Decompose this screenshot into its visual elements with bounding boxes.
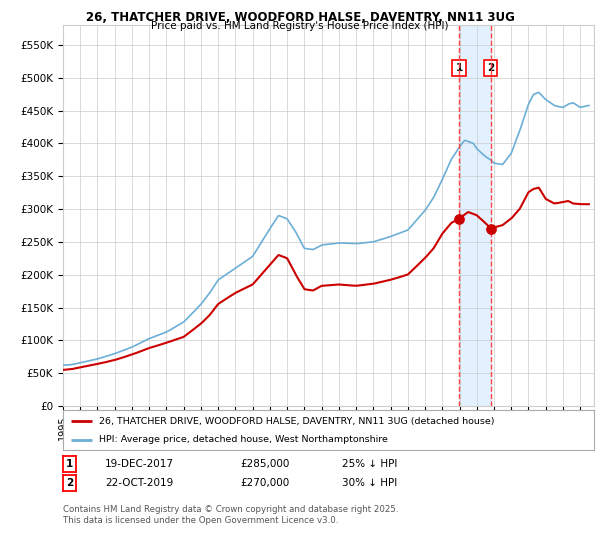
Bar [459,25,491,406]
Text: 2: 2 [487,63,494,73]
Text: 26, THATCHER DRIVE, WOODFORD HALSE, DAVENTRY, NN11 3UG (detached house): 26, THATCHER DRIVE, WOODFORD HALSE, DAVE… [99,417,494,426]
Text: 1: 1 [455,63,463,73]
Text: 1: 1 [66,459,73,469]
Text: 2: 2 [66,478,73,488]
Text: Price paid vs. HM Land Registry's House Price Index (HPI): Price paid vs. HM Land Registry's House … [151,21,449,31]
Text: 25% ↓ HPI: 25% ↓ HPI [342,459,397,469]
Text: 19-DEC-2017: 19-DEC-2017 [105,459,174,469]
Text: HPI: Average price, detached house, West Northamptonshire: HPI: Average price, detached house, West… [99,435,388,445]
Text: Contains HM Land Registry data © Crown copyright and database right 2025.
This d: Contains HM Land Registry data © Crown c… [63,505,398,525]
Point [486,224,496,233]
Text: 26, THATCHER DRIVE, WOODFORD HALSE, DAVENTRY, NN11 3UG: 26, THATCHER DRIVE, WOODFORD HALSE, DAVE… [86,11,514,24]
Text: £285,000: £285,000 [240,459,289,469]
Text: 30% ↓ HPI: 30% ↓ HPI [342,478,397,488]
Point [454,214,464,223]
Text: £270,000: £270,000 [240,478,289,488]
Text: 22-OCT-2019: 22-OCT-2019 [105,478,173,488]
